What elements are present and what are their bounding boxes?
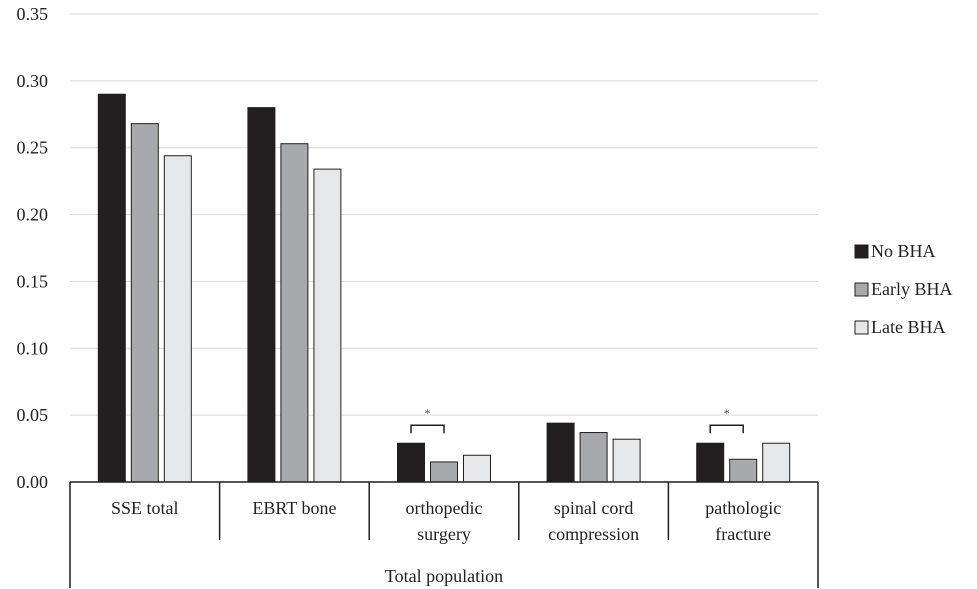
bar-no-bha [247, 107, 276, 483]
bar-no-bha [696, 442, 725, 483]
y-tick-label: 0.30 [17, 71, 49, 91]
y-tick-label: 0.10 [17, 338, 49, 358]
bar-early-bha [579, 432, 608, 483]
category-labels: SSE total EBRT bone orthopedic surgery spina… [111, 498, 781, 544]
bar-early-bha [280, 143, 309, 483]
category-label: orthopedic [406, 498, 483, 518]
category-label: compression [548, 524, 639, 544]
significance-bracket [410, 424, 445, 434]
bar-late-bha [463, 454, 491, 483]
category-label: surgery [417, 524, 471, 544]
legend-swatch [854, 282, 869, 297]
y-tick-label: 0.00 [17, 472, 49, 492]
bar-no-bha [397, 442, 425, 483]
y-axis-ticks: 0.00 0.05 0.10 0.15 0.20 0.25 0.30 0.35 [17, 4, 49, 492]
legend-swatch [854, 244, 869, 259]
bar-late-bha [612, 438, 641, 483]
category-label: SSE total [111, 498, 179, 518]
group-label: Total population [385, 566, 503, 586]
significance-star: * [724, 406, 730, 420]
gridlines [70, 13, 818, 416]
bar-early-bha [130, 123, 159, 483]
y-tick-label: 0.15 [17, 271, 49, 291]
bar-no-bha [97, 93, 126, 483]
category-label: EBRT bone [252, 498, 336, 518]
legend-swatch [854, 320, 869, 335]
bar-late-bha [762, 442, 791, 483]
y-tick-label: 0.20 [17, 205, 49, 225]
bar-late-bha [163, 155, 192, 483]
y-tick-label: 0.35 [17, 4, 49, 24]
significance-bracket [709, 424, 744, 434]
y-tick-label: 0.05 [17, 405, 49, 425]
legend-label: Early BHA [871, 279, 952, 299]
bar-early-bha [729, 458, 758, 483]
significance-star: * [425, 406, 431, 420]
y-tick-label: 0.25 [17, 138, 49, 158]
bar-early-bha [430, 461, 458, 483]
legend: No BHA Early BHA Late BHA [854, 241, 952, 337]
bars [97, 93, 791, 483]
category-label: spinal cord [554, 498, 633, 518]
legend-label: No BHA [871, 241, 936, 261]
bar-late-bha [313, 168, 342, 483]
category-label: pathologic [705, 498, 781, 518]
axes [69, 481, 819, 588]
significance-markers: * * [410, 406, 744, 434]
legend-label: Late BHA [871, 317, 945, 337]
category-label: fracture [715, 524, 771, 544]
bar-no-bha [546, 422, 575, 483]
